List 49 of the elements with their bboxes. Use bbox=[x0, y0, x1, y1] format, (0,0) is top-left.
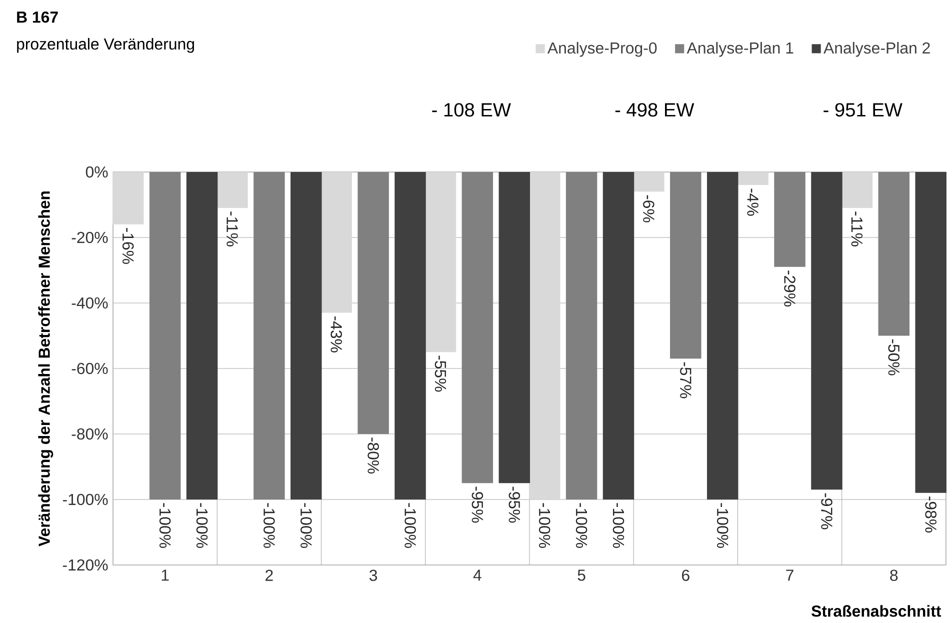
data-label: -98% bbox=[925, 496, 936, 533]
y-axis-title: Veränderung der Anzahl Betroffener Menschen bbox=[38, 192, 54, 546]
data-label: -43% bbox=[330, 316, 342, 352]
y-tick-label: 0% bbox=[86, 166, 108, 178]
data-label: -57% bbox=[680, 362, 692, 398]
y-tick-label: -80% bbox=[72, 428, 108, 440]
x-tick-label: 6 bbox=[682, 570, 690, 582]
legend-label: Analyse-Plan 2 bbox=[824, 42, 930, 57]
legend-label: Analyse-Prog-0 bbox=[547, 42, 657, 57]
data-label: -11% bbox=[851, 212, 862, 246]
data-label: -50% bbox=[888, 339, 900, 376]
data-label: -100% bbox=[576, 503, 588, 548]
data-label: -11% bbox=[226, 212, 238, 246]
data-label: -95% bbox=[508, 486, 520, 523]
x-axis-title: Straßenabschnitt bbox=[812, 605, 942, 617]
data-label: -4% bbox=[747, 188, 758, 216]
y-tick-label: -100% bbox=[62, 494, 108, 506]
data-label: -16% bbox=[122, 228, 134, 264]
y-tick-label: -40% bbox=[72, 297, 108, 309]
data-label: -55% bbox=[434, 356, 446, 392]
data-label: -100% bbox=[716, 503, 728, 548]
data-label: -95% bbox=[472, 486, 484, 523]
data-label: -29% bbox=[784, 270, 796, 307]
chart-title: B 167 bbox=[17, 12, 58, 23]
data-label: -100% bbox=[612, 503, 624, 548]
chart-subtitle: prozentuale Veränderung bbox=[17, 38, 194, 53]
data-label: -100% bbox=[264, 503, 275, 548]
x-tick-label: 4 bbox=[473, 570, 482, 581]
text: - 108 EW bbox=[432, 103, 511, 117]
data-label: -80% bbox=[368, 438, 379, 474]
data-label: -97% bbox=[821, 493, 832, 530]
data-label: -100% bbox=[300, 503, 312, 548]
data-label: -100% bbox=[404, 503, 416, 548]
x-tick-label: 7 bbox=[786, 570, 794, 581]
data-label: -100% bbox=[196, 503, 208, 548]
y-tick-label: -120% bbox=[62, 559, 108, 571]
data-label: -100% bbox=[159, 503, 171, 548]
x-tick-label: 5 bbox=[578, 570, 586, 581]
y-tick-label: -60% bbox=[72, 362, 108, 374]
data-label: -100% bbox=[538, 503, 550, 548]
text: - 951 EW bbox=[824, 103, 902, 117]
text: - 498 EW bbox=[615, 103, 694, 117]
x-tick-label: 1 bbox=[162, 570, 169, 581]
x-tick-label: 3 bbox=[369, 570, 378, 582]
legend-label: Analyse-Plan 1 bbox=[686, 42, 794, 57]
x-tick-label: 8 bbox=[890, 570, 898, 582]
x-tick-label: 2 bbox=[266, 570, 273, 581]
y-tick-label: -20% bbox=[72, 232, 108, 244]
data-label: -6% bbox=[643, 195, 654, 222]
